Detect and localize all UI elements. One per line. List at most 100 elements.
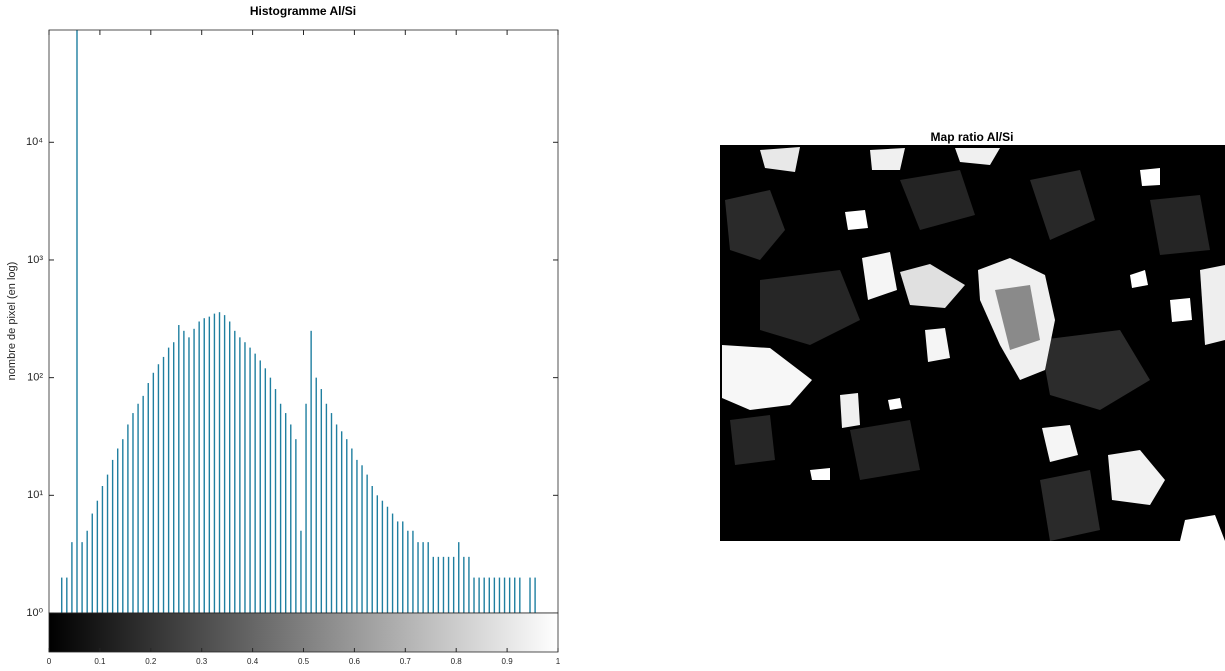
x-tick-label: 0.6	[349, 657, 361, 666]
bar	[447, 556, 450, 613]
bar	[167, 347, 170, 613]
chart-title: Histogramme Al/Si	[250, 4, 356, 18]
bar	[122, 439, 124, 613]
bar	[514, 577, 516, 613]
bar	[188, 337, 190, 613]
bar	[152, 372, 155, 613]
bar	[213, 313, 216, 613]
bar	[142, 395, 144, 613]
bar	[101, 486, 104, 613]
bar	[366, 474, 368, 613]
bar	[208, 316, 211, 613]
y-tick-label: 10⁴	[26, 136, 43, 148]
x-tick-label: 0.9	[502, 657, 514, 666]
bar	[402, 521, 404, 613]
bar	[137, 403, 139, 613]
x-tick-label: 0.5	[298, 657, 310, 666]
bar	[407, 530, 409, 613]
bar	[244, 342, 246, 613]
bar	[295, 439, 297, 613]
plot-area	[49, 30, 558, 613]
bar	[488, 577, 490, 613]
bar	[310, 330, 312, 613]
bar	[66, 577, 68, 613]
bar	[356, 459, 358, 613]
colorbar	[48, 612, 559, 653]
x-tick-label: 0.3	[196, 657, 208, 666]
x-tick-label: 1	[556, 657, 561, 666]
bar	[198, 321, 200, 613]
histogram: 10⁰ 10¹ 10² 10³ 10⁴ 0 0.1 0.2 0.3 0.4 0.5 0.6 0.7 0.8…	[26, 29, 561, 666]
bar	[391, 513, 394, 613]
x-tick-label: 0.1	[94, 657, 106, 666]
bar	[264, 368, 267, 613]
y-tick-label: 10²	[27, 372, 43, 384]
bar	[127, 424, 129, 613]
bar	[452, 556, 455, 613]
bar	[508, 577, 511, 613]
y-tick-label: 10³	[27, 254, 43, 266]
bar	[81, 542, 83, 613]
bar	[330, 413, 333, 613]
bar	[300, 530, 302, 613]
bar	[493, 577, 496, 613]
bar	[396, 521, 399, 613]
bar	[412, 530, 414, 613]
x-tick-label: 0.2	[145, 657, 157, 666]
bar	[417, 542, 419, 613]
bar	[147, 383, 149, 613]
bar	[498, 577, 501, 613]
bar	[274, 389, 277, 613]
bar	[305, 403, 307, 613]
bar	[335, 424, 338, 613]
bar	[478, 577, 480, 613]
bar	[351, 448, 353, 613]
bar	[106, 474, 109, 613]
bar	[483, 577, 485, 613]
x-tick-label: 0.4	[247, 657, 259, 666]
bar	[254, 353, 256, 613]
bar	[325, 403, 328, 613]
bar	[183, 330, 185, 613]
bar	[239, 337, 241, 613]
y-tick-label: 10⁰	[26, 607, 43, 619]
bar	[117, 448, 119, 613]
bar	[173, 342, 175, 613]
bar	[371, 486, 373, 613]
image-title: Map ratio Al/Si	[931, 130, 1014, 144]
bar	[91, 513, 93, 613]
bar	[463, 556, 465, 613]
bar	[376, 495, 379, 613]
bar	[157, 364, 160, 613]
bar	[162, 356, 165, 613]
bar	[218, 312, 221, 613]
bar	[269, 377, 272, 613]
bar	[249, 347, 251, 613]
x-tick-label: 0.7	[400, 657, 412, 666]
bar	[503, 577, 506, 613]
y-tick-label: 10¹	[27, 489, 43, 501]
bar	[473, 577, 475, 613]
bar	[279, 403, 282, 613]
bar	[315, 377, 317, 613]
bar	[381, 500, 384, 613]
bar	[361, 465, 363, 613]
bar	[61, 577, 63, 613]
bar	[437, 556, 440, 613]
bar	[178, 325, 180, 613]
bar	[468, 556, 470, 613]
bar	[223, 315, 226, 613]
bar	[203, 318, 205, 613]
bar	[346, 439, 348, 613]
bar	[422, 542, 424, 613]
ratio-map	[720, 145, 1225, 541]
bar	[234, 330, 236, 613]
bar	[386, 506, 389, 613]
bar	[228, 321, 231, 613]
bar	[76, 30, 78, 613]
bar	[432, 556, 434, 613]
x-tick-label: 0.8	[451, 657, 463, 666]
x-tick-label: 0	[47, 657, 52, 666]
